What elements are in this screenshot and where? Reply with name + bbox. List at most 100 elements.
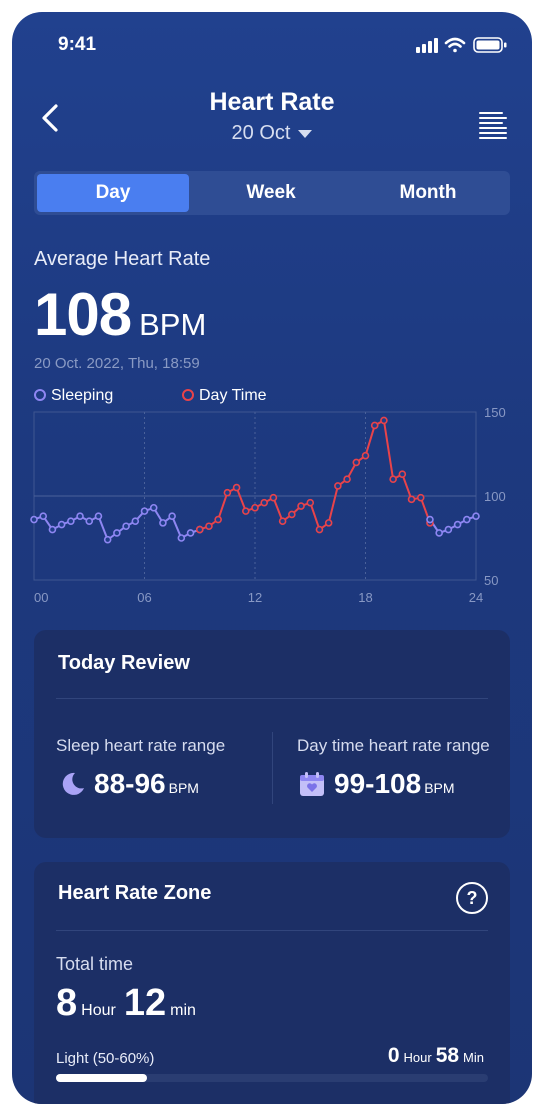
status-icons xyxy=(416,37,507,53)
battery-icon xyxy=(473,37,507,53)
signal-icon xyxy=(416,38,438,53)
data-point xyxy=(278,517,287,525)
average-number: 108 xyxy=(34,281,132,348)
data-point xyxy=(407,495,416,504)
data-point xyxy=(186,529,195,537)
data-point xyxy=(205,522,213,531)
caret-down-icon xyxy=(298,129,313,138)
phone-screen: 9:41 Heart Rate xyxy=(12,12,532,1104)
list-menu-icon[interactable] xyxy=(478,110,508,140)
zone-divider xyxy=(56,930,488,931)
data-point xyxy=(416,493,425,502)
data-point xyxy=(444,525,453,534)
total-time-label: Total time xyxy=(56,954,134,974)
data-point xyxy=(472,512,480,520)
zone-light-bar xyxy=(56,1074,488,1082)
x-tick-label: 00 xyxy=(34,590,48,605)
data-point xyxy=(39,512,48,520)
data-point xyxy=(389,475,397,483)
data-point xyxy=(288,510,296,519)
x-tick-label: 24 xyxy=(469,590,483,605)
data-point xyxy=(113,529,121,537)
x-tick-label: 18 xyxy=(358,590,372,605)
data-point xyxy=(232,483,241,492)
back-icon[interactable] xyxy=(38,98,64,138)
data-point xyxy=(223,488,232,497)
total-minutes: 12 xyxy=(123,982,167,1024)
tab-week[interactable]: Week xyxy=(246,182,296,203)
sleep-range-number: 88-96 xyxy=(94,768,166,799)
help-icon[interactable]: ? xyxy=(456,882,488,914)
total-hours: 8 xyxy=(56,982,78,1024)
wifi-icon xyxy=(444,37,466,53)
zone-light-min-unit: Min xyxy=(463,1050,484,1065)
sleep-range-value: 88-96 BPM xyxy=(94,768,199,800)
zone-light-hours: 0 xyxy=(387,1044,400,1067)
data-point xyxy=(352,458,361,467)
data-point xyxy=(370,421,379,430)
data-point xyxy=(315,525,324,534)
date-selector[interactable]: 20 Oct xyxy=(12,122,532,145)
data-point xyxy=(334,482,342,490)
legend-sleeping: Sleeping xyxy=(34,387,113,405)
zone-light-label: Light (50-60%) xyxy=(56,1050,155,1067)
day-range-value: 99-108 BPM xyxy=(334,768,455,800)
moon-icon xyxy=(62,772,84,795)
data-point xyxy=(297,502,305,510)
zone-light-minutes: 58 xyxy=(435,1044,460,1067)
data-point xyxy=(131,517,140,525)
legend-dot-daytime xyxy=(182,388,194,401)
data-point xyxy=(48,525,57,534)
zone-title: Heart Rate Zone xyxy=(58,882,212,904)
data-point xyxy=(269,493,278,502)
legend-label-sleeping: Sleeping xyxy=(51,387,114,404)
heart-rate-zone-card: Heart Rate Zone ? Total time 8 Hour 12 min … xyxy=(34,862,510,1104)
legend-label-daytime: Day Time xyxy=(199,387,267,404)
average-label: Average Heart Rate xyxy=(34,248,211,270)
data-point xyxy=(67,517,75,525)
today-review-card: Today Review Sleep heart rate range 88-9… xyxy=(34,630,510,838)
data-point xyxy=(168,512,176,520)
data-point xyxy=(324,519,333,527)
total-minutes-unit: min xyxy=(170,1002,196,1019)
chart-series xyxy=(30,416,480,544)
data-point xyxy=(453,520,462,529)
data-point xyxy=(343,475,351,483)
y-tick-label: 150 xyxy=(484,405,506,420)
legend-dot-sleeping xyxy=(34,388,46,401)
page-title: Heart Rate xyxy=(209,88,335,116)
data-point xyxy=(306,498,315,507)
data-point xyxy=(260,498,269,507)
data-point xyxy=(435,529,443,537)
period-tabs: Day Week Month xyxy=(34,171,510,215)
y-tick-label: 50 xyxy=(484,573,498,588)
total-hours-unit: Hour xyxy=(81,1002,116,1019)
sleep-range-label: Sleep heart rate range xyxy=(56,736,226,755)
today-review-title: Today Review xyxy=(58,652,190,674)
data-point xyxy=(76,512,84,520)
zone-light-hour-unit: Hour xyxy=(403,1050,432,1065)
day-range-label: Day time heart rate range xyxy=(297,736,490,755)
data-point xyxy=(177,534,186,542)
total-time-value: 8 Hour 12 min xyxy=(56,982,204,1025)
day-range-unit: BPM xyxy=(424,780,455,796)
sleep-range-unit: BPM xyxy=(168,780,199,796)
legend-daytime: Day Time xyxy=(182,387,267,405)
calendar-heart-icon xyxy=(300,772,324,796)
data-point xyxy=(241,507,250,515)
y-tick-label: 100 xyxy=(484,489,506,504)
tab-day[interactable]: Day xyxy=(37,174,189,212)
card-vertical-divider xyxy=(272,732,273,804)
data-point xyxy=(361,451,370,460)
chart-grid xyxy=(33,411,477,581)
average-unit: BPM xyxy=(139,307,207,342)
tab-month[interactable]: Month xyxy=(399,182,457,203)
data-point xyxy=(214,515,222,524)
zone-light-bar-fill xyxy=(56,1074,147,1082)
data-point xyxy=(103,535,112,544)
date-label: 20 Oct xyxy=(231,122,291,144)
data-point xyxy=(30,515,38,524)
card-divider xyxy=(56,698,488,699)
day-range-number: 99-108 xyxy=(334,768,422,799)
chart-tick-labels: 150 100 50 00 06 12 18 24 xyxy=(34,405,506,605)
